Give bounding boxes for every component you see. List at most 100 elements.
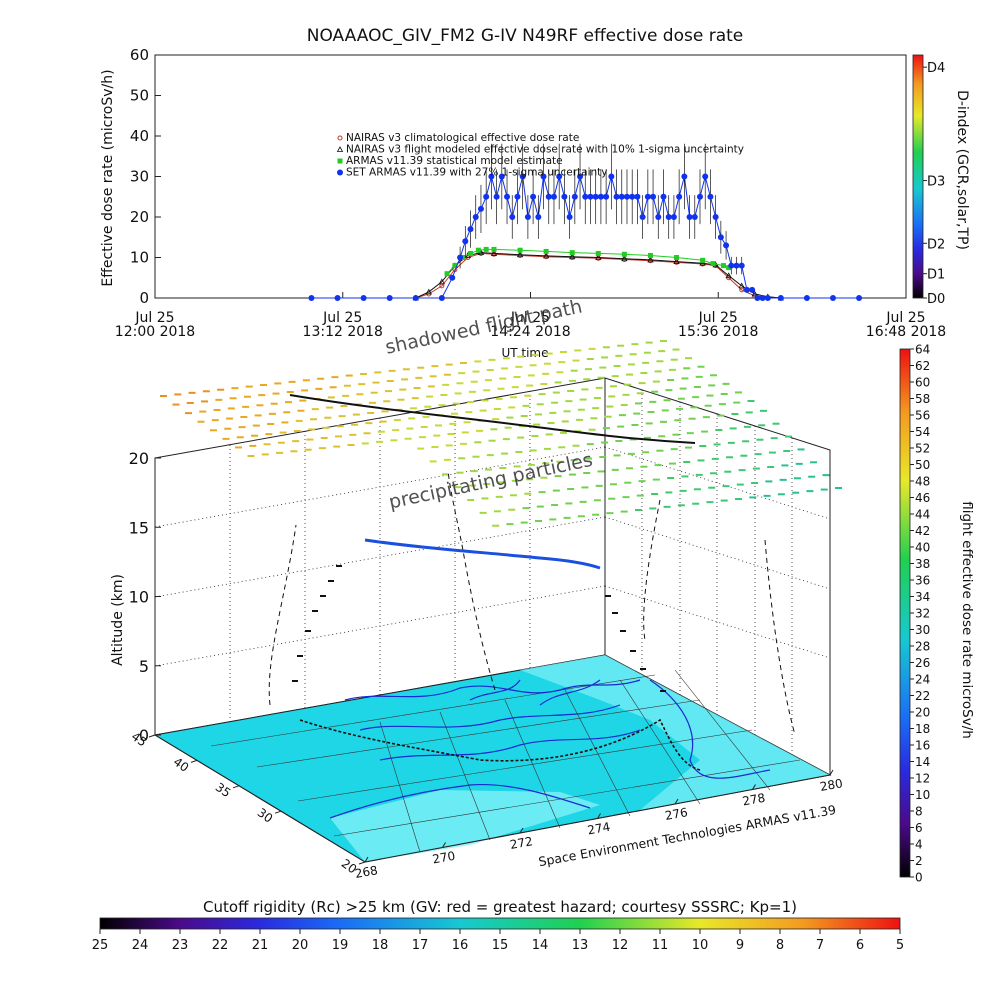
dose-marker — [302, 379, 310, 382]
set-armas-point — [449, 274, 456, 281]
dose-marker — [772, 422, 780, 425]
dose-marker — [197, 420, 205, 423]
dose-marker — [386, 380, 394, 382]
dose-marker — [483, 389, 491, 392]
dose-marker — [654, 464, 662, 467]
dose-marker — [260, 384, 267, 386]
dose-marker — [572, 359, 580, 362]
dose-marker — [681, 377, 689, 380]
x-tick-label-time: 15:36 2018 — [678, 324, 758, 340]
cutoff-rigidity-tick-label: 22 — [212, 938, 229, 953]
set-armas-point — [582, 193, 589, 200]
dose-marker — [665, 491, 673, 494]
dose-marker — [497, 481, 505, 484]
dose-marker — [602, 427, 610, 430]
dose-marker — [620, 404, 628, 406]
dose-marker — [483, 483, 491, 485]
lat-axis-line — [154, 734, 366, 863]
chart-title: NOAAAOC_GIV_FM2 G-IV N49RF effective dos… — [307, 26, 744, 46]
set-armas-point — [696, 193, 703, 200]
set-armas-point — [670, 214, 677, 220]
longitude-ticks: 268 270 272 274 276 278 280 — [354, 769, 844, 881]
altitude-axis-label: Altitude (km) — [110, 574, 126, 666]
set-armas-point — [556, 173, 563, 180]
set-armas-point — [524, 214, 531, 220]
dose-marker — [590, 417, 598, 420]
dose-marker — [765, 480, 773, 483]
dose-marker — [326, 406, 334, 409]
longitude-tick — [519, 827, 524, 834]
legend-item: ARMAS v11.39 statistical model estimate — [337, 155, 563, 167]
dose-marker — [468, 390, 476, 393]
d-index-ticks: D0 D1 D2 D3 D4 — [923, 61, 945, 307]
dose-marker — [570, 459, 578, 462]
dose-marker — [520, 521, 528, 524]
dose-marker — [768, 451, 776, 454]
dose-marker — [427, 385, 435, 388]
dose-marker — [317, 377, 325, 380]
x-tick-label-date: Jul 25 — [885, 310, 925, 326]
dose-marker — [640, 372, 648, 374]
dose-marker — [224, 427, 232, 430]
wall-grid — [154, 390, 831, 755]
set-armas-point — [764, 295, 771, 301]
dose-colorbar-tick-label: 16 — [915, 739, 930, 753]
modeled-point — [425, 288, 432, 295]
set-armas-point — [488, 173, 495, 180]
dose-marker — [274, 382, 282, 385]
dose-marker — [301, 389, 309, 392]
dose-colorbar-tick-label: 8 — [915, 805, 923, 819]
dose-marker — [229, 397, 237, 400]
dose-marker — [710, 472, 717, 475]
longitude-tick — [829, 769, 834, 776]
cruise-dose-track — [364, 538, 601, 570]
dose-marker — [504, 426, 512, 429]
cutoff-rigidity-tick-label: 14 — [532, 938, 549, 953]
dose-marker — [733, 401, 741, 404]
dose-marker — [551, 401, 559, 404]
dose-marker — [485, 379, 492, 382]
dose-marker — [568, 379, 576, 382]
set-armas-point — [754, 295, 761, 301]
dose-marker — [429, 460, 437, 463]
modeled-point — [438, 278, 446, 285]
dose-marker — [467, 499, 475, 501]
dose-marker — [710, 374, 717, 377]
dose-marker — [311, 408, 319, 411]
dose-marker — [751, 482, 759, 484]
dose-marker — [563, 410, 571, 413]
altitude-tick-label: 0 — [139, 726, 149, 745]
dose-marker — [588, 347, 596, 350]
latitude-tick — [232, 785, 240, 789]
dose-marker — [758, 424, 766, 427]
dose-marker — [429, 375, 437, 378]
modeled-point — [621, 255, 628, 262]
dose-marker — [327, 396, 335, 399]
dose-marker — [656, 449, 664, 452]
cutoff-rigidity-tick-label: 11 — [652, 938, 669, 953]
dose-marker — [315, 387, 323, 390]
dose-marker — [663, 399, 671, 402]
dose-marker — [620, 510, 628, 513]
set-armas-point — [608, 173, 615, 180]
set-armas-point — [712, 214, 719, 220]
dose-marker — [243, 395, 251, 398]
y-tick-label: 30 — [130, 168, 149, 186]
dose-marker — [526, 478, 534, 481]
dose-marker — [268, 412, 276, 415]
dose-marker — [510, 494, 517, 497]
dose-marker — [418, 436, 426, 439]
dose-marker — [560, 431, 567, 434]
set-armas-point — [623, 193, 630, 200]
altitude-tick-label: 5 — [139, 657, 149, 676]
dose-marker — [277, 441, 285, 444]
dose-colorbar-tick-label: 20 — [915, 706, 930, 720]
altitude-tick-label: 15 — [129, 518, 149, 537]
dose-marker — [686, 432, 694, 435]
dose-marker — [715, 429, 723, 431]
dose-marker — [627, 363, 635, 366]
dose-marker — [199, 410, 207, 413]
dose-marker — [615, 354, 623, 357]
dose-marker — [642, 451, 650, 454]
dose-marker — [581, 486, 589, 489]
